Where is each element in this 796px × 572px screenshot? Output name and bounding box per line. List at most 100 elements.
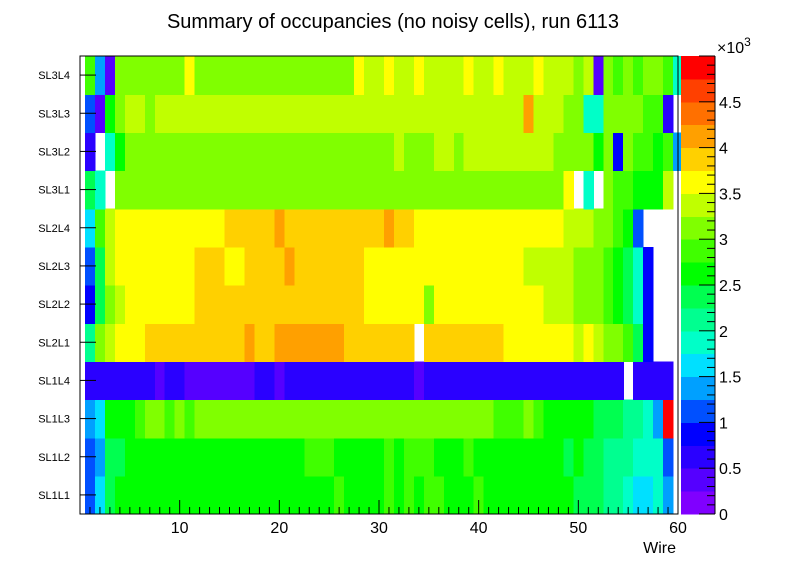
heatmap-cell-sl2l2-wire-30 <box>374 285 385 324</box>
heatmap-cell-sl1l3-wire-12 <box>194 399 206 439</box>
heatmap-cell-sl3l2-wire-8 <box>154 132 166 172</box>
heatmap-cell-sl3l3-wire-31 <box>383 94 395 133</box>
heatmap-cell-sl3l2-wire-36 <box>433 132 445 172</box>
heatmap-cell-sl2l4-wire-45 <box>523 208 535 248</box>
heatmap-cell-sl2l1-wire-50 <box>573 323 584 362</box>
heatmap-cell-sl1l3-wire-51 <box>583 399 594 439</box>
heatmap-cell-sl3l3-wire-30 <box>374 94 385 133</box>
x-axis-title: Wire <box>643 540 676 557</box>
heatmap-cell-sl3l2-wire-56 <box>633 132 644 172</box>
heatmap-cell-sl2l2-wire-13 <box>204 285 216 324</box>
heatmap-cell-sl2l1-wire-49 <box>563 323 574 362</box>
heatmap-cell-sl2l1-wire-18 <box>254 323 265 362</box>
heatmap-cell-sl1l3-wire-33 <box>403 399 415 439</box>
heatmap-cell-sl3l3-wire-18 <box>254 94 265 133</box>
x-tick-label-40: 40 <box>470 520 488 537</box>
heatmap-cell-sl1l4-wire-16 <box>234 361 246 401</box>
heatmap-cell-sl2l2-wire-9 <box>164 285 176 324</box>
heatmap-cell-sl3l3-wire-45 <box>523 94 535 133</box>
heatmap-cell-sl3l4-wire-39 <box>463 56 475 95</box>
heatmap-cell-sl3l1-wire-37 <box>443 170 455 210</box>
colorbar-segment-5 <box>681 399 715 423</box>
colorbar-segment-13 <box>681 216 715 240</box>
heatmap-cell-sl1l2-wire-28 <box>354 437 365 477</box>
heatmap-cell-sl3l2-wire-57 <box>643 132 654 172</box>
heatmap-cell-sl1l4-wire-3 <box>104 361 116 401</box>
heatmap-cell-sl3l3-wire-21 <box>284 94 295 133</box>
heatmap-cell-sl1l2-wire-7 <box>144 437 156 477</box>
heatmap-cell-sl1l3-wire-47 <box>543 399 555 439</box>
heatmap-cell-sl3l3-wire-46 <box>533 94 545 133</box>
heatmap-cell-sl2l1-wire-15 <box>224 323 236 362</box>
heatmap-cell-sl2l2-wire-28 <box>354 285 365 324</box>
x-tick-label-30: 30 <box>370 520 388 537</box>
heatmap-cell-sl2l2-wire-6 <box>134 285 146 324</box>
heatmap-cell-sl3l4-wire-32 <box>393 56 405 95</box>
heatmap-cell-sl1l3-wire-2 <box>94 399 106 439</box>
heatmap-cell-sl1l2-wire-4 <box>114 437 126 477</box>
heatmap-cell-sl3l1-wire-25 <box>324 170 335 210</box>
heatmap-cell-sl2l4-wire-19 <box>264 208 275 248</box>
heatmap-cell-sl2l4-wire-7 <box>144 208 156 248</box>
heatmap-cell-sl3l2-wire-53 <box>603 132 614 172</box>
x-tick-label-20: 20 <box>270 520 288 537</box>
heatmap-cell-sl3l2-wire-20 <box>274 132 285 172</box>
heatmap-cell-sl2l3-wire-45 <box>523 246 535 286</box>
heatmap-cell-sl2l3-wire-2 <box>94 246 106 286</box>
heatmap-cell-sl2l1-wire-5 <box>124 323 136 362</box>
heatmap-cell-sl2l4-wire-53 <box>603 208 614 248</box>
heatmap-cell-sl2l4-wire-42 <box>493 208 505 248</box>
heatmap-cell-sl2l2-wire-57 <box>643 285 654 324</box>
heatmap-cell-sl3l3-wire-42 <box>493 94 505 133</box>
heatmap-cell-sl1l2-wire-30 <box>374 437 385 477</box>
heatmap-cell-sl2l1-wire-14 <box>214 323 226 362</box>
heatmap-cell-sl3l4-wire-17 <box>244 56 256 95</box>
heatmap-cell-sl2l1-wire-26 <box>334 323 345 362</box>
heatmap-cell-sl1l4-wire-41 <box>483 361 495 401</box>
heatmap-cell-sl3l3-wire-28 <box>354 94 365 133</box>
heatmap-cell-sl1l2-wire-13 <box>204 437 216 477</box>
heatmap-cell-sl1l2-wire-36 <box>433 437 445 477</box>
heatmap-cell-sl3l4-wire-15 <box>224 56 236 95</box>
heatmap-cell-sl1l3-wire-41 <box>483 399 495 439</box>
heatmap-cell-sl2l1-wire-25 <box>324 323 335 362</box>
heatmap-cell-sl1l3-wire-5 <box>124 399 136 439</box>
colorbar-segment-11 <box>681 262 715 286</box>
heatmap-cell-sl1l4-wire-31 <box>383 361 395 401</box>
heatmap-cell-sl3l4-wire-13 <box>204 56 216 95</box>
heatmap-cell-sl3l1-wire-44 <box>513 170 525 210</box>
heatmap-cell-sl3l2-wire-49 <box>563 132 574 172</box>
heatmap-cell-sl1l3-wire-25 <box>324 399 335 439</box>
y-tick-label-sl2l4: SL2L4 <box>38 223 70 235</box>
heatmap-cell-sl3l1-wire-35 <box>423 170 435 210</box>
heatmap-cell-sl3l1-wire-11 <box>184 170 196 210</box>
heatmap-cell-sl3l1-wire-33 <box>403 170 415 210</box>
heatmap-cell-sl1l2-wire-31 <box>383 437 395 477</box>
heatmap-cell-sl1l3-wire-48 <box>553 399 564 439</box>
colorbar-multiplier-base: ×10 <box>717 40 744 57</box>
heatmap-cell-sl2l2-wire-20 <box>274 285 285 324</box>
heatmap-cell-sl2l1-wire-44 <box>513 323 525 362</box>
heatmap-cell-sl2l3-wire-21 <box>284 246 295 286</box>
heatmap-cell-sl1l4-wire-49 <box>563 361 574 401</box>
heatmap-cell-sl2l3-wire-3 <box>104 246 116 286</box>
heatmap-cell-sl3l4-wire-55 <box>623 56 634 95</box>
heatmap-cell-sl3l4-wire-28 <box>354 56 365 95</box>
heatmap-cell-sl2l3-wire-8 <box>154 246 166 286</box>
heatmap-cell-sl3l3-wire-6 <box>134 94 146 133</box>
heatmap-cell-sl2l3-wire-12 <box>194 246 206 286</box>
heatmap-cell-sl2l4-wire-23 <box>304 208 315 248</box>
heatmap-cell-sl3l3-wire-53 <box>603 94 614 133</box>
heatmap-cell-sl2l4-wire-35 <box>423 208 435 248</box>
heatmap-cell-sl2l4-wire-31 <box>383 208 395 248</box>
heatmap-cell-sl2l4-wire-56 <box>633 208 644 248</box>
colorbar-segment-1 <box>681 491 715 515</box>
heatmap-cell-sl2l3-wire-10 <box>174 246 186 286</box>
heatmap-cell-sl1l2-wire-47 <box>543 437 555 477</box>
heatmap-cell-sl1l1-wire-56 <box>633 475 644 515</box>
heatmap-cell-sl1l2-wire-48 <box>553 437 564 477</box>
heatmap-cell-sl2l2-wire-10 <box>174 285 186 324</box>
colorbar-segment-10 <box>681 285 715 309</box>
heatmap-cell-sl2l3-wire-52 <box>593 246 604 286</box>
